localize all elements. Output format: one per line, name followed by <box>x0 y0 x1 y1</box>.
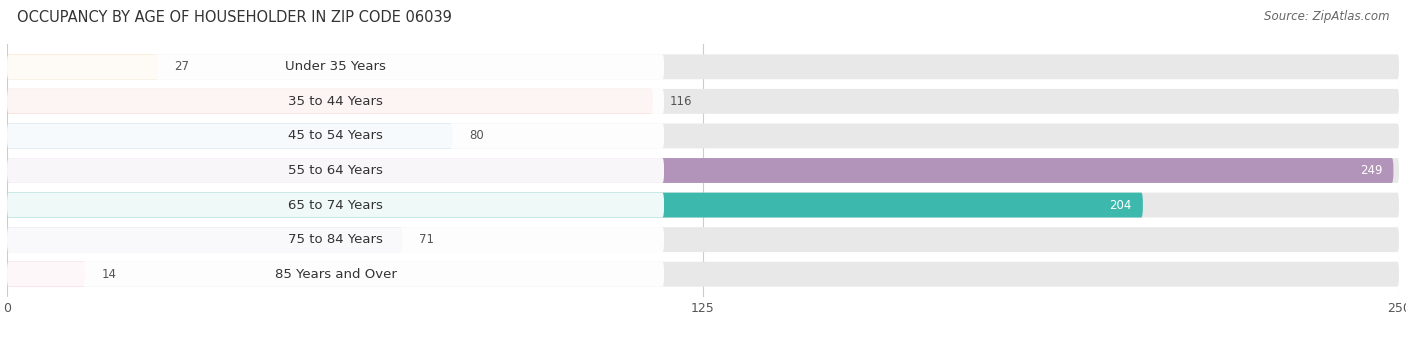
Text: 45 to 54 Years: 45 to 54 Years <box>288 130 382 143</box>
FancyBboxPatch shape <box>7 123 664 148</box>
Text: 75 to 84 Years: 75 to 84 Years <box>288 233 382 246</box>
Text: 65 to 74 Years: 65 to 74 Years <box>288 198 382 211</box>
FancyBboxPatch shape <box>7 54 1399 79</box>
FancyBboxPatch shape <box>7 193 664 218</box>
FancyBboxPatch shape <box>7 262 1399 287</box>
FancyBboxPatch shape <box>7 54 664 79</box>
FancyBboxPatch shape <box>7 262 84 287</box>
Text: 71: 71 <box>419 233 434 246</box>
Text: 80: 80 <box>470 130 484 143</box>
FancyBboxPatch shape <box>7 89 1399 114</box>
FancyBboxPatch shape <box>7 54 157 79</box>
Text: 116: 116 <box>669 95 692 108</box>
FancyBboxPatch shape <box>7 123 1399 148</box>
FancyBboxPatch shape <box>7 158 664 183</box>
FancyBboxPatch shape <box>7 227 1399 252</box>
FancyBboxPatch shape <box>7 193 1399 218</box>
Text: 249: 249 <box>1360 164 1382 177</box>
FancyBboxPatch shape <box>7 227 402 252</box>
Text: 204: 204 <box>1109 198 1132 211</box>
Text: OCCUPANCY BY AGE OF HOUSEHOLDER IN ZIP CODE 06039: OCCUPANCY BY AGE OF HOUSEHOLDER IN ZIP C… <box>17 10 451 25</box>
FancyBboxPatch shape <box>7 123 453 148</box>
Text: 55 to 64 Years: 55 to 64 Years <box>288 164 382 177</box>
FancyBboxPatch shape <box>7 193 1143 218</box>
Text: 14: 14 <box>101 268 117 281</box>
Text: Source: ZipAtlas.com: Source: ZipAtlas.com <box>1264 10 1389 23</box>
FancyBboxPatch shape <box>7 89 664 114</box>
Text: 27: 27 <box>174 60 188 73</box>
FancyBboxPatch shape <box>7 262 664 287</box>
FancyBboxPatch shape <box>7 158 1393 183</box>
Text: Under 35 Years: Under 35 Years <box>285 60 387 73</box>
Text: 85 Years and Over: 85 Years and Over <box>274 268 396 281</box>
FancyBboxPatch shape <box>7 227 664 252</box>
FancyBboxPatch shape <box>7 158 1399 183</box>
FancyBboxPatch shape <box>7 89 652 114</box>
Text: 35 to 44 Years: 35 to 44 Years <box>288 95 382 108</box>
